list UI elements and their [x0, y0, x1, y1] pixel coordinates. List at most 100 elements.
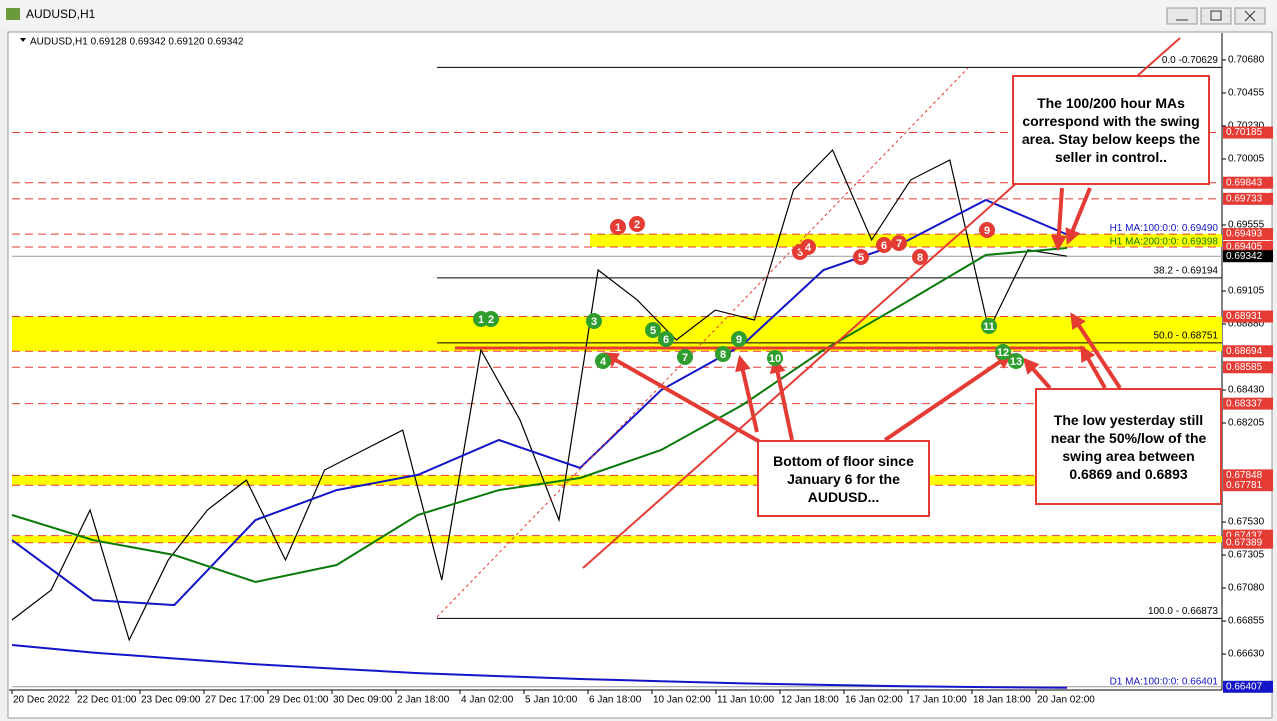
y-tick-label: 0.66630	[1228, 649, 1265, 660]
level-label: 0.68694	[1226, 346, 1263, 357]
marker	[610, 219, 626, 235]
marker-label: 3	[797, 247, 803, 259]
minimize-button[interactable]	[1166, 7, 1198, 25]
marker	[853, 249, 869, 265]
x-tick-label: 20 Dec 2022	[13, 695, 70, 706]
marker	[658, 331, 674, 347]
marker	[1008, 353, 1024, 369]
y-tick-label: 0.70455	[1228, 88, 1265, 99]
level-label: 0.67848	[1226, 470, 1263, 481]
y-tick-label: 0.69555	[1228, 220, 1265, 231]
series-line	[11, 148, 1068, 642]
dropdown-arrow[interactable]	[20, 38, 26, 42]
marker	[731, 331, 747, 347]
x-tick-label: 17 Jan 10:00	[909, 695, 967, 706]
fib-label: 100.0 - 0.66873	[1148, 606, 1218, 617]
x-tick-label: 11 Jan 10:00	[717, 695, 775, 706]
annotation: The 100/200 hour MAs correspond with the…	[1012, 75, 1210, 185]
marker-label: 5	[650, 325, 656, 337]
level-label-box	[1223, 240, 1273, 253]
x-tick-label: 30 Dec 09:00	[333, 695, 393, 706]
maximize-icon	[1210, 10, 1222, 21]
x-tick-label: 20 Jan 02:00	[1037, 695, 1095, 706]
marker-label: 13	[1010, 356, 1022, 368]
level-label: 0.69342	[1226, 251, 1263, 262]
level-label: 0.68337	[1226, 398, 1263, 409]
level-label: 0.67781	[1226, 480, 1263, 491]
marker-label: 2	[488, 314, 494, 326]
y-tick-label: 0.67305	[1228, 550, 1265, 561]
marker	[981, 318, 997, 334]
annotation: Bottom of floor since January 6 for the …	[757, 440, 930, 517]
marker-label: 7	[896, 238, 902, 250]
level-label-box	[1223, 680, 1273, 693]
marker-label: 1	[615, 222, 621, 234]
level-label-box	[1223, 228, 1273, 241]
support-band	[12, 535, 1222, 543]
marker	[586, 313, 602, 329]
level-label-box	[1223, 192, 1273, 205]
x-tick-label: 29 Dec 01:00	[269, 695, 329, 706]
y-tick-label: 0.68205	[1228, 418, 1265, 429]
y-tick-label: 0.70230	[1228, 121, 1265, 132]
x-tick-label: 22 Dec 01:00	[77, 695, 137, 706]
annotation: The low yesterday still near the 50%/low…	[1035, 388, 1222, 505]
level-label-box	[1223, 469, 1273, 482]
level-label: 0.68585	[1226, 362, 1263, 373]
series-label: D1 MA:100:0:0: 0.66401	[1110, 676, 1219, 687]
y-tick-label: 0.66855	[1228, 616, 1265, 627]
support-band	[12, 475, 1222, 486]
y-tick-label: 0.70005	[1228, 154, 1265, 165]
chart-header: AUDUSD,H1 0.69128 0.69342 0.69120 0.6934…	[30, 37, 244, 48]
maximize-button[interactable]	[1200, 7, 1232, 25]
level-label-box	[1223, 176, 1273, 189]
y-tick-label: 0.67530	[1228, 517, 1265, 528]
series-line	[11, 247, 1068, 584]
fib-label: 0.0 -0.70629	[1162, 55, 1219, 66]
series-line	[11, 644, 1068, 689]
marker-label: 8	[720, 349, 726, 361]
marker	[912, 249, 928, 265]
level-label-box	[1223, 310, 1273, 323]
marker-label: 3	[591, 316, 597, 328]
marker	[483, 311, 499, 327]
arrows	[602, 187, 1122, 444]
level-label-box	[1223, 479, 1273, 492]
x-tick-label: 6 Jan 18:00	[589, 695, 642, 706]
marker-label: 6	[881, 240, 887, 252]
level-label: 0.69843	[1226, 177, 1263, 188]
marker-label: 5	[858, 252, 864, 264]
marker	[645, 322, 661, 338]
marker-label: 2	[634, 219, 640, 231]
marker-label: 12	[997, 347, 1009, 359]
marker	[595, 353, 611, 369]
window-title: AUDUSD,H1	[26, 7, 96, 21]
marker	[767, 350, 783, 366]
x-tick-label: 5 Jan 10:00	[525, 695, 578, 706]
x-tick-label: 10 Jan 02:00	[653, 695, 711, 706]
marker-label: 9	[736, 334, 742, 346]
level-label: 0.69405	[1226, 242, 1263, 253]
fib-label: 50.0 - 0.68751	[1154, 331, 1219, 342]
y-tick-label: 0.67080	[1228, 583, 1265, 594]
level-label: 0.69733	[1226, 194, 1263, 205]
level-label: 0.67389	[1226, 537, 1263, 548]
marker	[995, 344, 1011, 360]
marker	[715, 346, 731, 362]
fib-diagonal	[436, 67, 969, 618]
y-tick-label: 0.68430	[1228, 385, 1265, 396]
level-label: 0.69493	[1226, 229, 1263, 240]
marker	[876, 237, 892, 253]
series-label: H1 MA:200:0:0: 0.69398	[1110, 237, 1219, 248]
marker-label: 6	[663, 334, 669, 346]
level-label-box	[1223, 250, 1273, 263]
x-tick-label: 2 Jan 18:00	[397, 695, 450, 706]
level-label-box	[1223, 536, 1273, 549]
marker-label: 4	[805, 242, 812, 254]
marker-label: 11	[983, 321, 995, 333]
window-icon	[6, 8, 20, 20]
marker-label: 1	[478, 314, 484, 326]
x-tick-label: 27 Dec 17:00	[205, 695, 265, 706]
level-label: 0.66407	[1226, 681, 1263, 692]
